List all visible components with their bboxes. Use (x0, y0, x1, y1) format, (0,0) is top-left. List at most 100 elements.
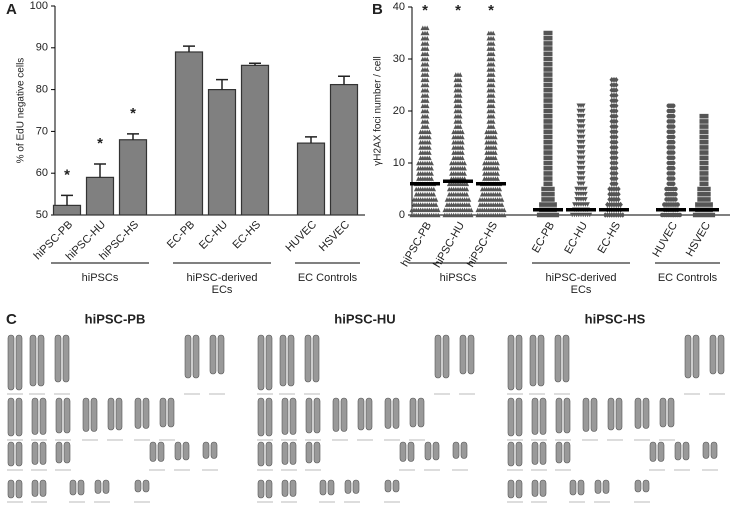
chromosome (594, 479, 602, 494)
dots (692, 113, 716, 218)
chromosome (352, 479, 360, 494)
chromosome (531, 397, 539, 435)
chromosome (667, 397, 675, 428)
annotation: * (455, 2, 461, 19)
y-tick-label: 40 (393, 1, 405, 13)
chromosome (7, 397, 15, 437)
chromosome (424, 441, 432, 461)
chromosome (442, 334, 450, 379)
chromosome (562, 334, 570, 383)
group-label: hiPSC-derived (187, 272, 258, 284)
chromosome (82, 397, 90, 432)
annotation: * (97, 135, 103, 152)
chromosome (692, 334, 700, 379)
chromosome (39, 397, 47, 435)
chromosome (209, 334, 217, 375)
chromosome (281, 397, 289, 435)
chromosome (62, 334, 70, 383)
y-axis-label: % of EdU negative cells (16, 58, 27, 164)
chromosome (149, 441, 157, 462)
chromosome (257, 441, 265, 467)
error-bar (183, 45, 195, 52)
x-tick-label: EC-HU (562, 220, 590, 256)
chromosome (115, 397, 123, 431)
chromosome (507, 441, 515, 467)
y-tick-label: 70 (36, 125, 48, 137)
chromosome (217, 334, 225, 375)
chromosome (289, 479, 297, 497)
chromosome (717, 334, 725, 375)
chromosome (102, 479, 110, 494)
y-tick-label: 10 (393, 157, 405, 169)
chromosome (384, 479, 392, 493)
chromosome (159, 397, 167, 428)
chromosome (682, 441, 690, 461)
chromosome (407, 441, 415, 462)
dots (602, 77, 626, 218)
chromosome (649, 441, 657, 462)
chromosome (357, 397, 365, 431)
dots (475, 30, 507, 218)
chromosome (15, 441, 23, 467)
chromosome (515, 397, 523, 437)
group-label: hiPSCs (82, 272, 119, 284)
chromosome (432, 441, 440, 461)
annotation: * (422, 2, 428, 19)
chromosome (210, 441, 218, 459)
chromosome (63, 441, 71, 464)
chromosome (531, 479, 539, 497)
group-label: hiPSC-derived (546, 272, 617, 284)
chromosome (452, 441, 460, 459)
chromosome (409, 397, 417, 428)
chromosome (555, 441, 563, 464)
chromosome (569, 479, 577, 496)
y-tick-label: 50 (36, 209, 48, 221)
chromosome (674, 441, 682, 461)
chromosome (37, 334, 45, 387)
chromosome (287, 334, 295, 387)
chromosome (634, 479, 642, 493)
chromosome (29, 334, 37, 387)
error-bar (127, 133, 139, 140)
group-label: EC Controls (298, 272, 358, 284)
chromosome (7, 441, 15, 467)
chromosome (279, 334, 287, 387)
error-bar (305, 136, 317, 144)
dots (442, 72, 474, 218)
chromosome (304, 334, 312, 383)
chromosome (634, 397, 642, 429)
chromosome (460, 441, 468, 459)
chromosome (515, 334, 523, 391)
chromosome (15, 397, 23, 437)
y-tick-label: 0 (399, 209, 405, 221)
chromosome (577, 479, 585, 496)
chromosome (289, 441, 297, 465)
bar (329, 83, 359, 216)
bar (118, 139, 148, 216)
chromosome (257, 397, 265, 437)
chromosome (31, 479, 39, 497)
chromosome (607, 397, 615, 431)
chromosome (7, 334, 15, 391)
chromosome (157, 441, 165, 462)
chromosome (531, 441, 539, 465)
x-tick-label: EC-HS (596, 220, 624, 256)
y-tick-label: 80 (36, 84, 48, 96)
chromosome (554, 334, 562, 383)
x-tick-label: EC-HU (197, 219, 230, 252)
panel-label: B (372, 1, 383, 18)
error-bar (216, 78, 228, 90)
annotation: * (64, 166, 70, 183)
chromosome (507, 334, 515, 391)
chromosome (467, 334, 475, 375)
chromosome (281, 441, 289, 465)
chromosome (257, 479, 265, 499)
chromosome (417, 397, 425, 428)
chromosome (15, 479, 23, 499)
chromosome (77, 479, 85, 496)
chromosome (399, 441, 407, 462)
chromosome (265, 397, 273, 437)
chromosome (384, 397, 392, 429)
chromosome (515, 479, 523, 499)
bar (240, 64, 270, 216)
